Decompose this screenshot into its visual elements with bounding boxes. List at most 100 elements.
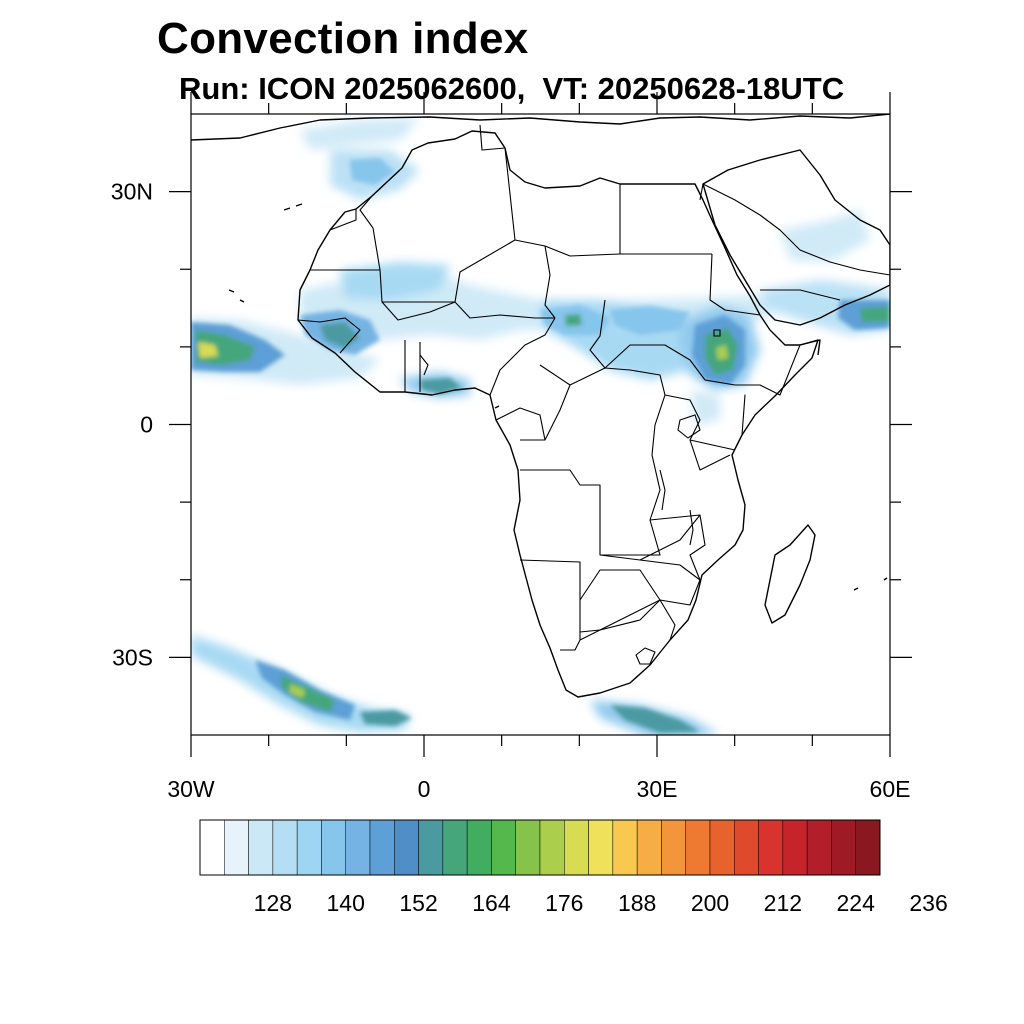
central-inner — [565, 314, 582, 326]
colorbar-tick-label: 164 — [472, 890, 511, 916]
colorbar-swatch — [345, 819, 371, 876]
map-frame — [190, 113, 891, 736]
border-cameroon-gabon — [495, 407, 546, 441]
border-libya-chad — [514, 239, 621, 257]
border-tanzania — [689, 439, 731, 471]
lon-tick-label: 30W — [167, 776, 215, 802]
colorbar-swatch — [296, 819, 322, 876]
border-sahel-west — [297, 317, 361, 354]
border-niger-nigeria — [454, 301, 555, 319]
country-borders — [297, 124, 890, 665]
convection-field — [191, 118, 890, 735]
ethiopia-hot — [716, 345, 728, 360]
colorbar-swatch — [831, 819, 856, 876]
south-atlantic-hot — [290, 684, 305, 698]
colorbar-swatch — [734, 819, 759, 876]
border-mali-burkina — [381, 301, 456, 321]
colorbar-tick-label: 212 — [764, 890, 802, 916]
colorbar-swatch — [539, 819, 565, 876]
border-sudan-ssudan — [604, 344, 706, 381]
lat-tick-label: 30N — [111, 179, 153, 205]
border-botswana — [579, 569, 661, 633]
border-car — [539, 364, 666, 396]
border-uganda-kenya — [664, 394, 736, 451]
border-tunisia — [479, 124, 506, 151]
lon-tick-label: 0 — [418, 776, 431, 802]
colorbar-tick-label: 176 — [545, 890, 583, 916]
colorbar-tick-label: 188 — [618, 890, 656, 916]
lake-volta — [419, 354, 429, 376]
colorbar-tick-label: 236 — [909, 890, 947, 916]
border-congo — [520, 384, 571, 441]
border-namibia — [519, 559, 581, 651]
morocco-core — [350, 158, 395, 185]
colorbar-swatch — [491, 819, 516, 876]
colorbar-labels: 128 140 152 164 176 188 200 212 224 236 — [254, 890, 948, 916]
colorbar-swatch — [394, 819, 419, 876]
horn-coastline — [799, 339, 821, 356]
border-south-africa — [579, 599, 676, 641]
border-western-sahara — [329, 209, 357, 231]
arabia-coastline — [702, 149, 890, 326]
colorbar-swatch — [588, 819, 614, 876]
coastlines — [191, 114, 890, 698]
colorbar-frame — [199, 819, 881, 876]
guinea-coast-core — [420, 378, 462, 394]
sudan-core — [610, 306, 690, 335]
colorbar-swatch — [685, 819, 711, 876]
colorbar-swatch — [782, 819, 808, 876]
colorbar-swatch — [515, 819, 541, 876]
madagascar-coastline — [764, 524, 816, 624]
colorbar-swatch — [661, 819, 686, 876]
colorbar-swatch — [709, 819, 735, 876]
border-zimbabwe-moz — [639, 559, 701, 606]
arabia-north-area — [780, 210, 870, 262]
south-atlantic-inner — [280, 675, 335, 712]
lon-tick-label: 60E — [870, 776, 911, 802]
colorbar-tick-label: 128 — [254, 890, 292, 916]
border-arabia — [702, 183, 890, 276]
border-eritrea — [709, 253, 761, 316]
colorbar-swatch — [442, 819, 468, 876]
colorbar-swatch — [855, 819, 881, 876]
africa-coastline — [297, 130, 819, 698]
med-area — [300, 118, 420, 150]
colorbar-swatch — [806, 819, 832, 876]
lakes — [419, 329, 721, 546]
colorbar-swatch — [758, 819, 784, 876]
colorbar-swatch — [418, 819, 444, 876]
itcz-atlantic-hot — [198, 342, 218, 358]
colorbar-swatch — [224, 819, 249, 876]
colorbar-tick-label: 224 — [837, 890, 876, 916]
colorbar-swatch — [636, 819, 662, 876]
lake-victoria — [677, 414, 701, 439]
europe-coastline — [191, 114, 890, 141]
colorbar — [199, 819, 881, 876]
chart-title: Convection index — [157, 14, 529, 63]
south-atlantic-tail — [360, 710, 412, 726]
lake-malawi — [689, 509, 694, 546]
colorbar-swatch — [564, 819, 589, 876]
border-ghana — [404, 340, 421, 392]
colorbar-swatch — [248, 819, 274, 876]
lake-tana — [713, 329, 721, 337]
border-chad-sudan — [589, 299, 606, 369]
mascarene-islands — [853, 577, 888, 591]
colorbar-swatch — [321, 819, 346, 876]
lake-tanganyika — [659, 469, 666, 511]
sahel-upper-area — [340, 262, 450, 300]
border-ethiopia — [704, 344, 801, 396]
arabian-sea-inner — [860, 307, 890, 322]
border-mozambique — [689, 514, 706, 581]
border-zambia — [599, 514, 701, 561]
border-kenya-somalia — [741, 394, 746, 436]
colorbar-swatch — [272, 819, 298, 876]
border-yemen — [760, 289, 841, 301]
border-niger-chad — [544, 245, 556, 319]
lon-tick-label: 30E — [637, 776, 678, 802]
lesotho — [635, 647, 656, 665]
cape-verde — [228, 289, 245, 303]
colorbar-swatch — [199, 819, 225, 876]
border-morocco-algeria — [359, 167, 403, 229]
